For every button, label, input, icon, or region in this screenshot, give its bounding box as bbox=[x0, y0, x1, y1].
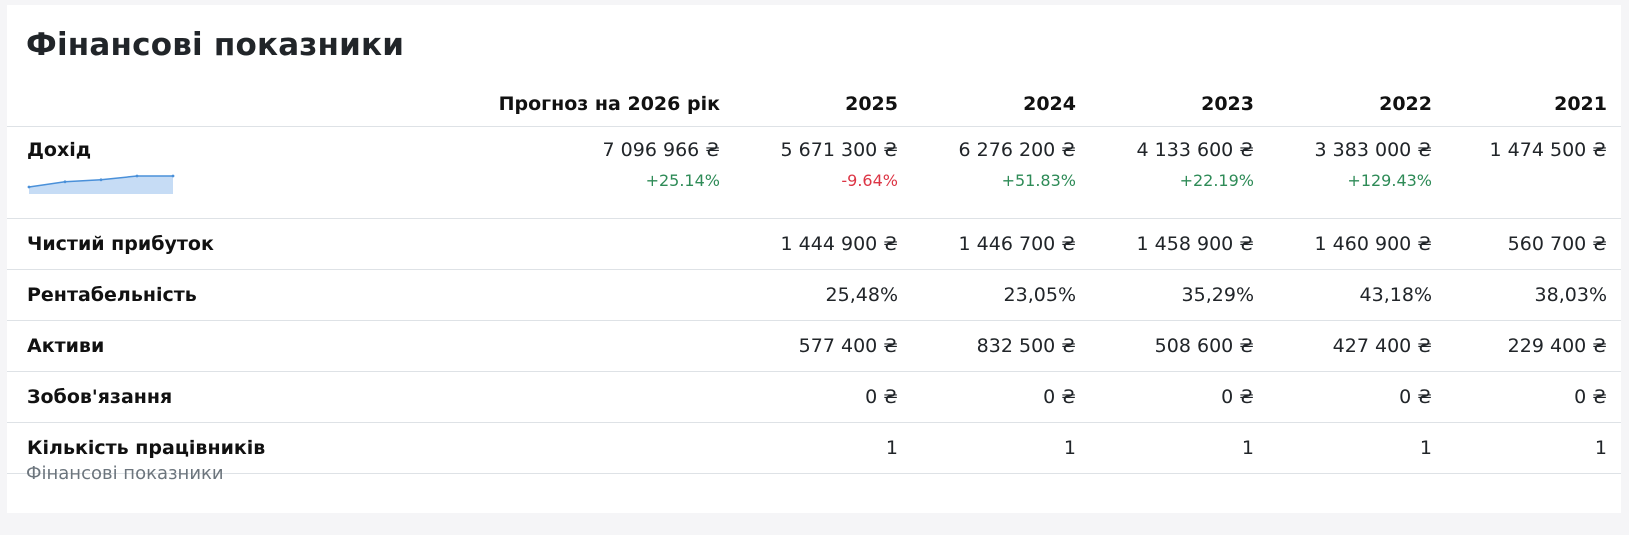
table-row-net-profit: Чистий прибуток 1 444 900 ₴ 1 446 700 ₴ … bbox=[7, 218, 1621, 270]
financial-indicators-card: Фінансові показники Прогноз на 2026 рік … bbox=[7, 5, 1621, 513]
profitability-2024: 23,05% bbox=[898, 269, 1076, 321]
assets-2025: 577 400 ₴ bbox=[720, 320, 898, 372]
net-profit-2025: 1 444 900 ₴ bbox=[720, 218, 898, 270]
profitability-2025: 25,48% bbox=[720, 269, 898, 321]
table-caption: Фінансові показники bbox=[26, 463, 224, 484]
header-year-2024: 2024 bbox=[898, 81, 1076, 127]
table-row-profitability: Рентабельність 25,48% 23,05% 35,29% 43,1… bbox=[7, 269, 1621, 321]
revenue-cell-2025: 5 671 300 ₴ -9.64% bbox=[720, 126, 898, 219]
revenue-value-2023: 4 133 600 ₴ bbox=[1136, 139, 1254, 161]
liabilities-2022: 0 ₴ bbox=[1254, 371, 1432, 423]
header-year-2022: 2022 bbox=[1254, 81, 1432, 127]
table-header-row: Прогноз на 2026 рік 2025 2024 2023 2022 … bbox=[7, 81, 1621, 127]
profitability-2023: 35,29% bbox=[1076, 269, 1254, 321]
revenue-change-2023: +22.19% bbox=[1179, 171, 1254, 190]
net-profit-2021: 560 700 ₴ bbox=[1432, 218, 1621, 270]
net-profit-forecast-empty bbox=[397, 218, 720, 270]
sparkline-point bbox=[99, 178, 103, 182]
liabilities-2023: 0 ₴ bbox=[1076, 371, 1254, 423]
header-year-2025: 2025 bbox=[720, 81, 898, 127]
profitability-2021: 38,03% bbox=[1432, 269, 1621, 321]
profitability-forecast-empty bbox=[397, 269, 720, 321]
header-forecast: Прогноз на 2026 рік bbox=[397, 81, 720, 127]
row-label-revenue: Дохід bbox=[7, 126, 397, 219]
employees-forecast-empty bbox=[397, 422, 720, 474]
revenue-forecast-change: +25.14% bbox=[645, 171, 720, 190]
liabilities-forecast-empty bbox=[397, 371, 720, 423]
revenue-change-2025: -9.64% bbox=[841, 171, 898, 190]
net-profit-2022: 1 460 900 ₴ bbox=[1254, 218, 1432, 270]
row-label-profitability: Рентабельність bbox=[7, 269, 397, 321]
header-year-2023: 2023 bbox=[1076, 81, 1254, 127]
revenue-value-2022: 3 383 000 ₴ bbox=[1314, 139, 1432, 161]
liabilities-2024: 0 ₴ bbox=[898, 371, 1076, 423]
assets-2021: 229 400 ₴ bbox=[1432, 320, 1621, 372]
header-year-2021: 2021 bbox=[1432, 81, 1621, 127]
assets-2023: 508 600 ₴ bbox=[1076, 320, 1254, 372]
sparkline-point bbox=[135, 174, 139, 178]
row-label-liabilities: Зобов'язання bbox=[7, 371, 397, 423]
assets-2022: 427 400 ₴ bbox=[1254, 320, 1432, 372]
employees-2024: 1 bbox=[898, 422, 1076, 474]
assets-forecast-empty bbox=[397, 320, 720, 372]
liabilities-2021: 0 ₴ bbox=[1432, 371, 1621, 423]
revenue-cell-2023: 4 133 600 ₴ +22.19% bbox=[1076, 126, 1254, 219]
revenue-value-2025: 5 671 300 ₴ bbox=[780, 139, 898, 161]
sparkline-point bbox=[171, 174, 175, 178]
financial-table: Прогноз на 2026 рік 2025 2024 2023 2022 … bbox=[7, 81, 1621, 474]
assets-2024: 832 500 ₴ bbox=[898, 320, 1076, 372]
row-label-assets: Активи bbox=[7, 320, 397, 372]
revenue-forecast-cell: 7 096 966 ₴ +25.14% bbox=[397, 126, 720, 219]
employees-2021: 1 bbox=[1432, 422, 1621, 474]
revenue-cell-2022: 3 383 000 ₴ +129.43% bbox=[1254, 126, 1432, 219]
revenue-forecast-value: 7 096 966 ₴ bbox=[602, 139, 720, 161]
sparkline-area bbox=[29, 176, 173, 194]
revenue-change-2024: +51.83% bbox=[1001, 171, 1076, 190]
sparkline-point bbox=[27, 185, 31, 189]
revenue-sparkline-chart bbox=[27, 174, 175, 194]
revenue-cell-2024: 6 276 200 ₴ +51.83% bbox=[898, 126, 1076, 219]
employees-2022: 1 bbox=[1254, 422, 1432, 474]
revenue-cell-2021: 1 474 500 ₴ bbox=[1432, 126, 1621, 219]
liabilities-2025: 0 ₴ bbox=[720, 371, 898, 423]
revenue-change-2022: +129.43% bbox=[1347, 171, 1432, 190]
header-empty bbox=[7, 81, 397, 127]
employees-2023: 1 bbox=[1076, 422, 1254, 474]
table-row-revenue: Дохід 7 096 966 ₴ +25.14% 5 671 300 ₴ -9… bbox=[7, 126, 1621, 219]
net-profit-2024: 1 446 700 ₴ bbox=[898, 218, 1076, 270]
table-row-assets: Активи 577 400 ₴ 832 500 ₴ 508 600 ₴ 427… bbox=[7, 320, 1621, 372]
sparkline-point bbox=[63, 180, 67, 184]
revenue-value-2021: 1 474 500 ₴ bbox=[1489, 139, 1607, 161]
section-title: Фінансові показники bbox=[26, 27, 405, 63]
employees-2025: 1 bbox=[720, 422, 898, 474]
revenue-label: Дохід bbox=[27, 139, 92, 161]
row-label-employees: Кількість працівників bbox=[7, 422, 397, 474]
profitability-2022: 43,18% bbox=[1254, 269, 1432, 321]
revenue-value-2024: 6 276 200 ₴ bbox=[958, 139, 1076, 161]
row-label-net-profit: Чистий прибуток bbox=[7, 218, 397, 270]
table-row-employees: Кількість працівників 1 1 1 1 1 bbox=[7, 422, 1621, 474]
net-profit-2023: 1 458 900 ₴ bbox=[1076, 218, 1254, 270]
table-row-liabilities: Зобов'язання 0 ₴ 0 ₴ 0 ₴ 0 ₴ 0 ₴ bbox=[7, 371, 1621, 423]
